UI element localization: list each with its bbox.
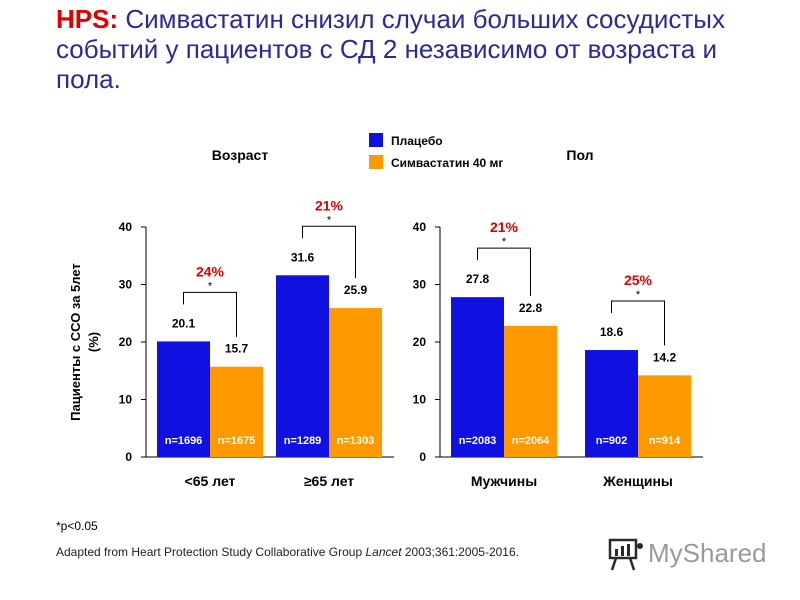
panel-title-1: Пол [566, 147, 593, 163]
risk-reduction-label: 24% [196, 263, 225, 279]
y-tick-label: 30 [413, 278, 427, 292]
bar-value-label: 18.6 [600, 325, 624, 339]
source-prefix: Adapted from Heart Protection Study Coll… [56, 545, 366, 559]
y-axis-label: Пациенты с ССО за 5лет (%) [68, 263, 101, 421]
panel-title-0: Возраст [212, 147, 269, 163]
logo-text: MyShared [648, 538, 767, 568]
bar-n-label: n=2064 [512, 435, 550, 447]
y-tick-label: 0 [125, 450, 132, 464]
risk-reduction-label: 25% [624, 272, 653, 288]
legend-swatch-1 [369, 155, 383, 169]
bar-n-label: n=1289 [284, 435, 322, 447]
category-label: Женщины [602, 473, 673, 489]
bar-simvastatin [210, 366, 263, 457]
y-tick-label: 40 [119, 220, 133, 234]
legend-label-1: Симвастатин 40 мг [391, 156, 503, 170]
bar-simvastatin [329, 308, 382, 457]
significance-bracket [302, 225, 356, 279]
bar-placebo [451, 297, 504, 457]
y-tick-label: 10 [119, 393, 133, 407]
significance-marker: * [636, 289, 641, 301]
legend-swatch-0 [369, 133, 383, 147]
slide-title: HPS: Симвастатин снизил случаи больших с… [56, 4, 786, 94]
category-label: ≥65 лет [304, 473, 354, 489]
chart-panels: Возраст 0 10 20 30 40 Пациенты с ССО за 5лет (%… [68, 147, 703, 489]
bar-value-label: 15.7 [225, 342, 249, 356]
title-prefix: HPS: [56, 4, 119, 34]
risk-reduction-label: 21% [490, 219, 519, 235]
bar-value-label: 31.6 [291, 250, 315, 264]
source-journal: Lancet [365, 545, 402, 559]
chart-panel-1: Пол 0 10 20 30 40 Мужчины 27.8 n=2083 22.8 n=2064 *… [413, 147, 703, 489]
bar-value-label: 14.2 [653, 350, 677, 364]
y-axis-label-line-1: Пациенты с ССО за 5лет [68, 263, 83, 421]
legend-label-0: Плацебо [391, 134, 443, 148]
y-tick-label: 20 [119, 335, 133, 349]
title-text: Симвастатин снизил случаи больших сосуди… [56, 4, 725, 94]
significance-marker: * [502, 236, 507, 248]
bar-value-label: 25.9 [344, 283, 368, 297]
y-axis-label-line-2: (%) [86, 332, 101, 352]
bar-n-label: n=902 [596, 435, 628, 447]
bar-value-label: 20.1 [172, 316, 196, 330]
footnote: *p<0.05 [56, 519, 98, 533]
risk-reduction-label: 21% [315, 197, 344, 213]
presentation-board-icon [608, 538, 643, 571]
significance-bracket [611, 300, 665, 346]
bar-n-label: n=1303 [337, 435, 375, 447]
y-tick-label: 30 [119, 278, 133, 292]
bar-simvastatin [638, 375, 691, 457]
chart-panel-0: Возраст 0 10 20 30 40 Пациенты с ССО за 5лет (%… [68, 147, 394, 489]
category-label: Мужчины [471, 473, 537, 489]
bar-placebo [157, 341, 210, 457]
y-tick-label: 0 [419, 450, 426, 464]
y-tick-label: 20 [413, 335, 427, 349]
bar-placebo [585, 350, 638, 457]
bar-n-label: n=1675 [218, 435, 256, 447]
category-label: <65 лет [185, 473, 236, 489]
bar-value-label: 27.8 [466, 272, 490, 286]
legend: Плацебо Симвастатин 40 мг [369, 133, 503, 170]
significance-marker: * [327, 214, 332, 226]
bar-n-label: n=914 [649, 435, 681, 447]
significance-bracket [183, 291, 237, 337]
source-suffix: 2003;361:2005-2016. [401, 545, 519, 559]
bar-value-label: 22.8 [519, 301, 543, 315]
bar-placebo [276, 275, 329, 457]
y-tick-label: 40 [413, 220, 427, 234]
bar-simvastatin [504, 325, 557, 457]
significance-bracket [477, 247, 531, 296]
bar-n-label: n=2083 [459, 435, 497, 447]
bar-n-label: n=1696 [165, 435, 203, 447]
source-citation: Adapted from Heart Protection Study Coll… [56, 545, 519, 559]
significance-marker: * [208, 280, 213, 292]
y-tick-label: 10 [413, 393, 427, 407]
myshared-logo: MyShared [606, 536, 776, 576]
